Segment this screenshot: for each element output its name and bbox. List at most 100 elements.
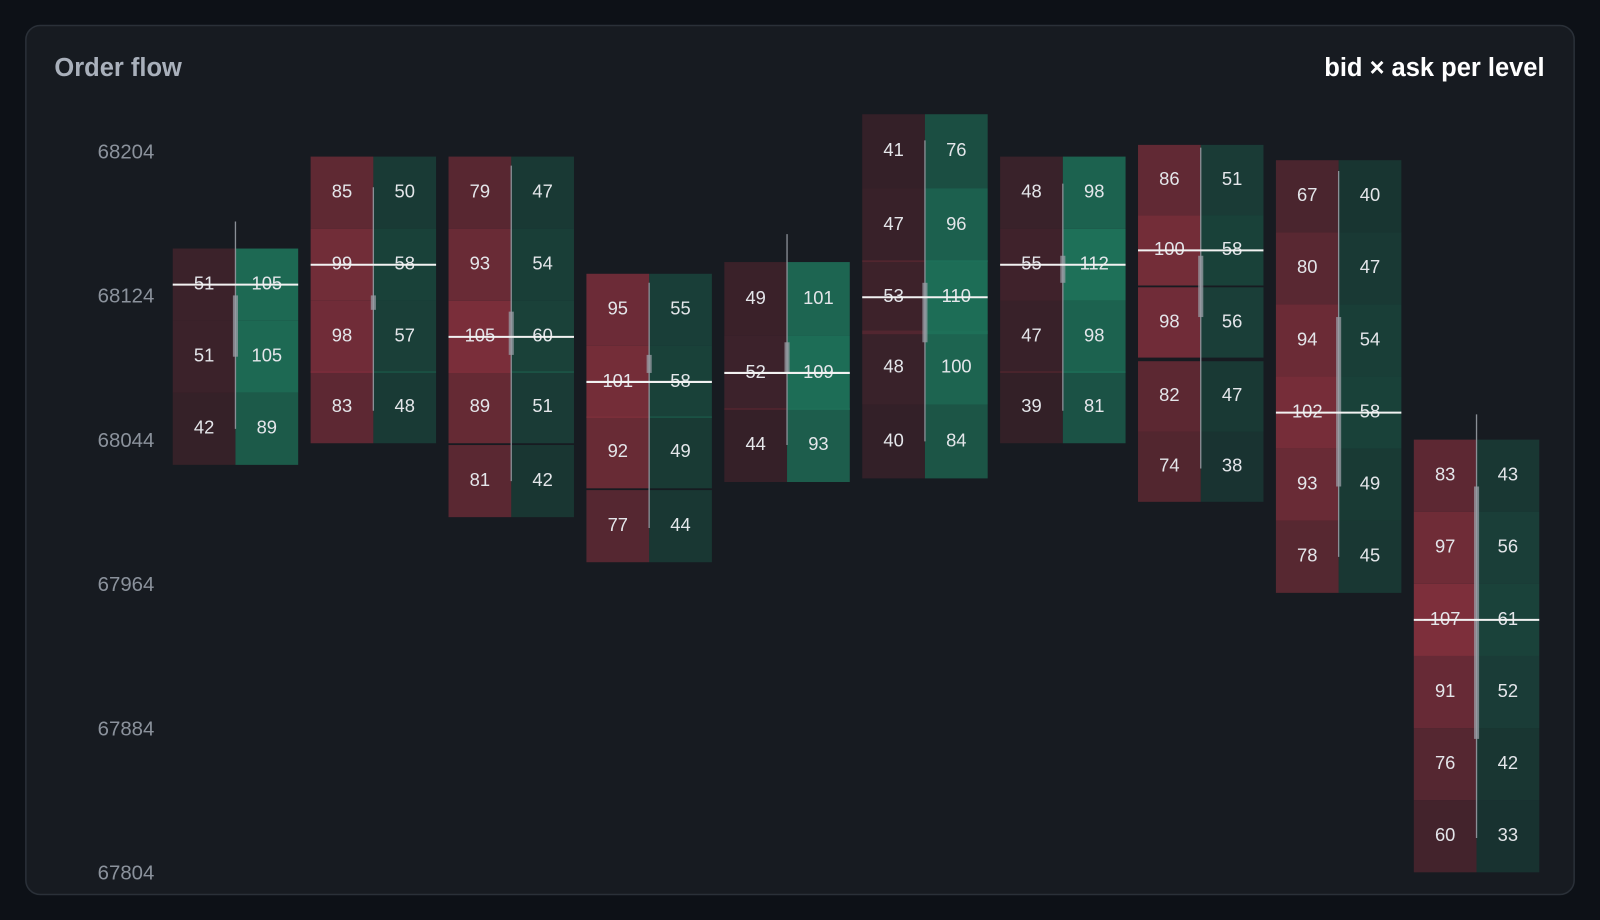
bid-label: 86 [1159, 168, 1179, 189]
ask-label: 105 [252, 272, 283, 293]
bid-label: 74 [1159, 455, 1179, 476]
body [784, 342, 790, 373]
ask-cell [1476, 728, 1540, 801]
ask-cell [787, 408, 850, 482]
bid-label: 107 [1430, 608, 1461, 629]
ask-label: 96 [946, 213, 966, 234]
ask-label: 52 [1498, 680, 1518, 701]
bid-label: 94 [1297, 328, 1317, 349]
bid-cell [1413, 511, 1477, 584]
ask-cell [373, 156, 437, 229]
ask-label: 101 [803, 287, 834, 308]
ask-label: 112 [1080, 253, 1109, 274]
ask-cell [1476, 511, 1540, 584]
bid-label: 97 [1435, 536, 1455, 557]
bid-label: 101 [602, 370, 633, 391]
chart-subtitle: bid × ask per level [1324, 54, 1544, 82]
bid-label: 53 [883, 285, 903, 306]
bid-label: 51 [194, 272, 214, 293]
ask-cell [373, 300, 437, 373]
ask-cell [649, 416, 712, 489]
bid-label: 93 [1297, 473, 1317, 494]
ask-cell [649, 273, 712, 346]
bid-label: 76 [1435, 752, 1455, 773]
ask-label: 55 [670, 298, 690, 319]
bid-label: 49 [745, 287, 765, 308]
bid-cell [862, 114, 925, 189]
ask-label: 98 [1084, 180, 1104, 201]
bid-label: 89 [470, 395, 490, 416]
ask-label: 51 [1222, 168, 1242, 189]
ask-label: 49 [670, 440, 690, 461]
body [922, 282, 928, 343]
bid-label: 91 [1435, 680, 1455, 701]
ask-cell [1062, 156, 1126, 229]
ask-label: 57 [395, 325, 415, 346]
body [370, 295, 376, 310]
bid-label: 60 [1435, 824, 1455, 845]
bid-cell [1000, 156, 1063, 229]
bid-cell [1275, 520, 1339, 593]
bid-cell [724, 262, 788, 336]
ask-label: 58 [1360, 400, 1380, 421]
bid-label: 47 [883, 213, 903, 234]
bid-label: 92 [608, 440, 628, 461]
ask-cell [511, 156, 574, 229]
ask-cell [1338, 448, 1402, 521]
bid-cell [448, 156, 512, 229]
ask-label: 61 [1498, 608, 1518, 629]
bid-label: 99 [332, 253, 352, 274]
ask-label: 43 [1498, 464, 1518, 485]
bid-label: 77 [608, 514, 628, 535]
ask-label: 56 [1498, 536, 1518, 557]
ask-label: 84 [946, 429, 966, 450]
bid-label: 48 [883, 355, 903, 376]
bid-label: 55 [1021, 253, 1041, 274]
bid-label: 52 [745, 361, 765, 382]
ask-label: 110 [942, 285, 971, 306]
bid-cell [1138, 287, 1201, 358]
ask-label: 48 [395, 395, 415, 416]
ask-label: 81 [1084, 395, 1104, 416]
bid-cell [172, 392, 236, 465]
ask-label: 47 [1222, 384, 1242, 405]
bid-label: 102 [1292, 400, 1323, 421]
body [1473, 486, 1480, 739]
bid-label: 85 [332, 180, 352, 201]
bid-cell [1275, 304, 1339, 377]
ask-cell [511, 445, 574, 518]
ask-label: 109 [803, 361, 834, 382]
bid-label: 105 [465, 325, 496, 346]
bid-label: 82 [1159, 384, 1179, 405]
y-tick-label: 68044 [98, 430, 155, 452]
bid-label: 100 [1154, 238, 1185, 259]
ask-cell [1476, 800, 1540, 873]
ask-cell [1476, 655, 1540, 729]
ask-cell [1338, 160, 1402, 233]
bid-cell [1413, 655, 1477, 729]
bid-label: 79 [470, 180, 490, 201]
ask-label: 44 [670, 514, 690, 535]
bid-cell [310, 300, 374, 373]
ask-label: 38 [1222, 455, 1242, 476]
bid-cell [724, 408, 788, 482]
ask-cell [1338, 520, 1402, 593]
ask-label: 56 [1222, 310, 1242, 331]
bid-label: 39 [1021, 395, 1041, 416]
bid-label: 44 [745, 433, 765, 454]
bid-cell [310, 371, 374, 444]
bid-cell [1138, 431, 1201, 502]
bid-label: 51 [194, 345, 214, 366]
ask-label: 105 [252, 345, 283, 366]
ask-label: 58 [1222, 238, 1242, 259]
ask-label: 40 [1360, 184, 1380, 205]
ask-cell [1476, 439, 1540, 512]
ask-cell [1200, 287, 1264, 358]
bid-cell [1413, 439, 1477, 512]
y-tick-label: 67964 [98, 574, 155, 596]
ask-label: 45 [1360, 545, 1380, 566]
ask-label: 54 [1360, 328, 1380, 349]
bid-cell [448, 371, 512, 444]
bid-label: 48 [1021, 180, 1041, 201]
ask-label: 89 [257, 417, 277, 438]
